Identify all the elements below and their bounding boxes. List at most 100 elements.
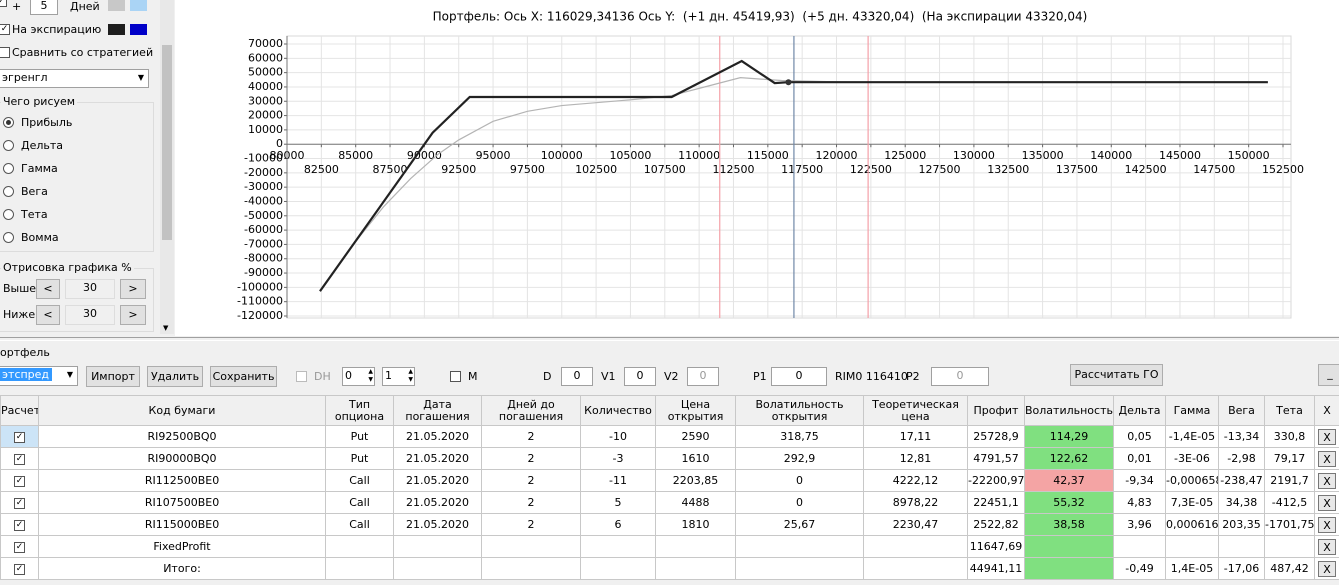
table-cell: 79,17	[1264, 447, 1315, 470]
row-checkbox[interactable]: ✓	[14, 519, 25, 531]
table-cell: X	[1314, 513, 1339, 536]
remove-button[interactable]: X	[1318, 538, 1336, 555]
x-tick-label: 115000	[747, 149, 789, 162]
table-cell	[393, 557, 482, 580]
checkbox[interactable]	[0, 47, 10, 58]
radio-button[interactable]	[3, 186, 14, 197]
row-checkbox[interactable]: ✓	[14, 563, 25, 575]
color-swatch[interactable]	[130, 0, 147, 11]
dh-checkbox[interactable]	[296, 371, 307, 382]
table-cell: 122,62	[1024, 447, 1114, 470]
radio-button[interactable]	[3, 209, 14, 220]
above-value[interactable]: 30	[65, 279, 115, 299]
splitter[interactable]	[0, 337, 1339, 341]
table-cell: X	[1314, 469, 1339, 492]
remove-button[interactable]: X	[1318, 516, 1336, 533]
color-swatch[interactable]	[130, 24, 147, 35]
radio-button[interactable]	[3, 163, 14, 174]
row-checkbox[interactable]: ✓	[14, 431, 25, 443]
row-checkbox[interactable]: ✓	[14, 497, 25, 509]
spinner[interactable]: 1 ▲ ▼	[382, 367, 415, 386]
x-tick-label: 125000	[884, 149, 926, 162]
row-checkbox[interactable]: ✓	[14, 453, 25, 465]
table-cell: 487,42	[1264, 557, 1315, 580]
delete-button[interactable]: Удалить	[147, 366, 203, 387]
y-tick-label: -120000	[237, 309, 283, 322]
table-cell: -3	[580, 447, 656, 470]
label: V2	[664, 370, 679, 383]
below-value[interactable]: 30	[65, 305, 115, 325]
decrease-button[interactable]: <	[36, 279, 60, 299]
chart-title: Портфель: Ось X: 116029,34136 Ось Y: (+1…	[433, 10, 1088, 24]
days-input[interactable]: 5	[30, 0, 58, 15]
import-button[interactable]: Импорт	[86, 366, 140, 387]
remove-button[interactable]: X	[1318, 428, 1336, 445]
x-tick-label: 140000	[1090, 149, 1132, 162]
column-header: Цена открытия	[655, 395, 736, 426]
minimize-button[interactable]: _	[1318, 364, 1339, 386]
v1-input[interactable]: 0	[624, 367, 656, 386]
table-cell: Call	[325, 513, 394, 536]
remove-button[interactable]: X	[1318, 450, 1336, 467]
table-cell: 44941,11	[967, 557, 1025, 580]
scrollbar[interactable]: ▼	[160, 0, 174, 334]
remove-button[interactable]: X	[1318, 494, 1336, 511]
radio-button[interactable]	[3, 140, 14, 151]
table-cell: 2	[481, 425, 581, 448]
table-cell: 0,01	[1113, 447, 1166, 470]
increase-button[interactable]: >	[120, 279, 146, 299]
portfolio-table: Расчет Код бумаги Тип опциона Дата погашени…	[0, 395, 1339, 580]
d-input[interactable]: 0	[561, 367, 593, 386]
table-cell: Put	[325, 425, 394, 448]
table-cell: -412,5	[1264, 491, 1315, 514]
row-checkbox[interactable]: ✓	[14, 475, 25, 487]
radio-button[interactable]	[3, 232, 14, 243]
color-swatch[interactable]	[108, 0, 125, 11]
decrease-button[interactable]: <	[36, 305, 60, 325]
increase-button[interactable]: >	[120, 305, 146, 325]
row-checkbox[interactable]: ✓	[14, 541, 25, 553]
x-tick-label: 97500	[510, 163, 545, 176]
calc-cell: ✓	[0, 513, 39, 536]
remove-button[interactable]: X	[1318, 560, 1336, 577]
table-cell: 330,8	[1264, 425, 1315, 448]
table-cell: 38,58	[1024, 513, 1114, 536]
column-header: X	[1314, 395, 1339, 426]
checkbox[interactable]: ✓	[0, 24, 10, 35]
table-cell: 114,29	[1024, 425, 1114, 448]
x-tick-label: 102500	[575, 163, 617, 176]
table-row: ✓ RI112500BE0 Call 21.05.2020 2 -11 2203,85 0 42…	[0, 469, 1339, 492]
table-cell: 8978,22	[863, 491, 968, 514]
dropdown-value: эгренгл	[2, 71, 48, 84]
m-checkbox[interactable]	[450, 371, 461, 382]
color-swatch[interactable]	[108, 24, 125, 35]
group-title: Чего рисуем	[1, 95, 78, 108]
y-tick-label: 50000	[248, 66, 283, 79]
calc-button[interactable]: Рассчитать ГО	[1070, 364, 1163, 386]
table-cell	[325, 535, 394, 558]
save-button[interactable]: Сохранить	[210, 366, 277, 387]
table-cell: X	[1314, 535, 1339, 558]
range-group: Отрисовка графика %	[0, 261, 154, 332]
table-cell: -0,49	[1113, 557, 1166, 580]
table-cell: 7,3E-05	[1165, 491, 1219, 514]
p2-input[interactable]: 0	[931, 367, 989, 386]
y-tick-label: 40000	[248, 80, 283, 93]
table-cell: X	[1314, 557, 1339, 580]
p1-input[interactable]: 0	[771, 367, 827, 386]
x-tick-label: 145000	[1159, 149, 1201, 162]
table-cell	[580, 535, 656, 558]
table-cell: 4488	[655, 491, 736, 514]
table-cell	[1264, 535, 1315, 558]
checkbox[interactable]: ✓	[0, 0, 7, 7]
portfolio-dropdown[interactable]: этспред ▼	[0, 366, 78, 386]
group-title: Отрисовка графика %	[1, 261, 134, 274]
strategy-dropdown[interactable]: эгренгл ▼	[0, 69, 149, 88]
v2-input[interactable]: 0	[687, 367, 719, 386]
radio-button[interactable]	[3, 117, 14, 128]
spinner[interactable]: 0 ▲ ▼	[342, 367, 375, 386]
column-header: Дельта	[1113, 395, 1166, 426]
remove-button[interactable]: X	[1318, 472, 1336, 489]
label: На экспирацию	[12, 23, 102, 36]
table-cell	[1024, 557, 1114, 580]
